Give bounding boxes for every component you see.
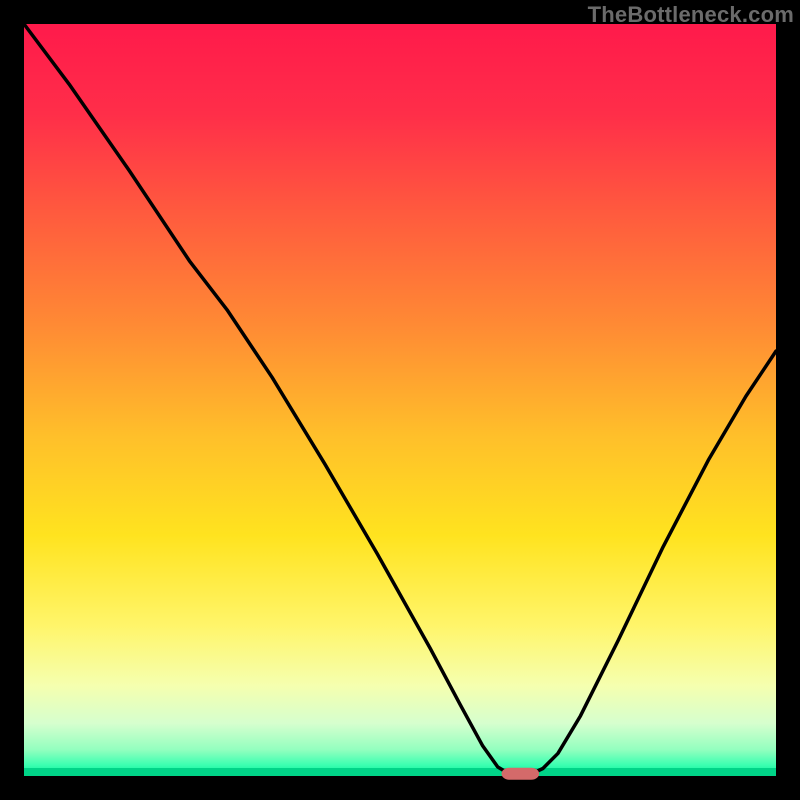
watermark-text: TheBottleneck.com bbox=[588, 2, 794, 28]
bottleneck-chart bbox=[0, 0, 800, 800]
baseline-strip bbox=[24, 768, 776, 776]
plot-background bbox=[24, 24, 776, 776]
chart-stage: TheBottleneck.com bbox=[0, 0, 800, 800]
optimum-marker bbox=[502, 768, 540, 780]
